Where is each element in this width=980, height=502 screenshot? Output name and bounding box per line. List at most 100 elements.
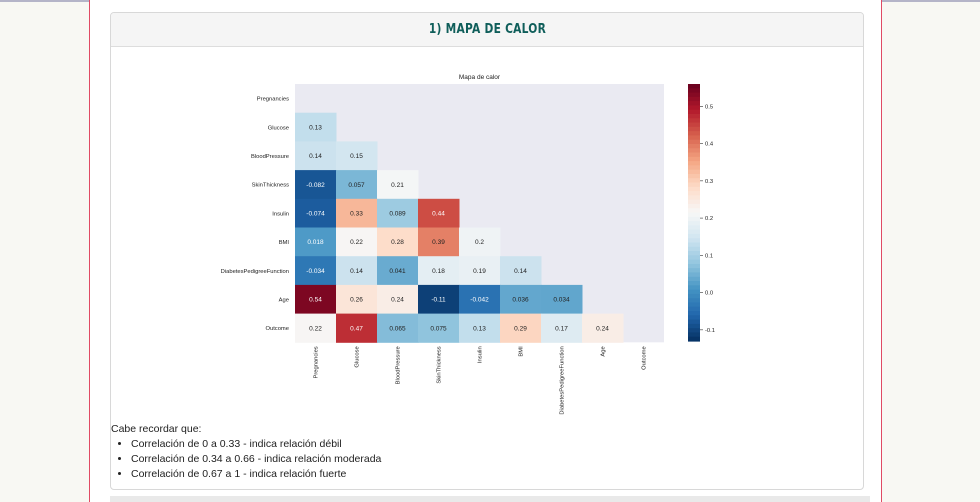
heatmap-cell <box>541 313 583 343</box>
colorbar-segment <box>688 302 700 308</box>
colorbar-segment <box>688 105 700 111</box>
cell-value-label: 0.17 <box>555 325 568 332</box>
x-tick-label: Pregnancies <box>314 346 320 378</box>
y-tick-label: Age <box>279 297 289 303</box>
colorbar-tick-label: -0.1 <box>705 328 715 334</box>
heatmap-cell <box>336 141 378 171</box>
cell-value-label: 0.44 <box>432 210 445 217</box>
colorbar-segment <box>688 199 700 205</box>
colorbar-segment <box>688 293 700 299</box>
cell-value-label: 0.036 <box>512 297 529 304</box>
heatmap-cell <box>541 284 583 315</box>
heatmap-cell <box>418 284 460 315</box>
colorbar-tick-label: 0.2 <box>705 216 713 222</box>
cell-value-label: -0.11 <box>431 297 446 304</box>
chart-title: Mapa de calor <box>459 74 501 81</box>
notes: Cabe recordar que: Correlación de 0 a 0.… <box>111 423 381 483</box>
cell-value-label: 0.15 <box>350 153 363 160</box>
colorbar-segment <box>688 221 700 226</box>
cell-value-label: 0.13 <box>473 325 486 332</box>
colorbar-segment <box>688 238 700 244</box>
colorbar-segment <box>688 225 700 231</box>
heatmap-cell <box>336 198 378 228</box>
cell-value-label: 0.39 <box>432 239 445 246</box>
heatmap-cell <box>295 170 337 200</box>
heatmap-cell <box>418 256 460 286</box>
cell-value-label: 0.22 <box>350 239 363 246</box>
colorbar-segment <box>688 298 700 304</box>
colorbar-segment <box>688 319 700 325</box>
y-tick-label: BloodPressure <box>251 154 289 160</box>
cell-value-label: 0.075 <box>430 325 447 332</box>
heatmap-cell <box>459 284 501 315</box>
colorbar-segment <box>688 246 700 252</box>
cell-value-label: -0.042 <box>470 297 489 304</box>
heatmap-cell <box>295 284 337 315</box>
colorbar-segment <box>688 84 700 89</box>
y-tick-label: Glucose <box>268 125 289 131</box>
colorbar-segment <box>688 328 700 334</box>
colorbar-segment <box>688 156 700 162</box>
colorbar-segment <box>688 323 700 329</box>
cell-value-label: 0.24 <box>596 325 609 332</box>
colorbar-segment <box>688 165 700 171</box>
colorbar-segment <box>688 135 700 141</box>
heatmap-cell <box>377 227 419 257</box>
heatmap-cell <box>336 256 378 286</box>
card-title: 1) MAPA DE CALOR <box>428 22 546 37</box>
page-container: 1) MAPA DE CALOR Mapa de calor 0.13 0.14 0.… <box>89 0 882 502</box>
colorbar-tick-label: 0.0 <box>705 291 713 297</box>
colorbar-segment <box>688 272 700 278</box>
colorbar-segment <box>688 101 700 107</box>
colorbar-segment <box>688 263 700 269</box>
colorbar-segment <box>688 251 700 256</box>
colorbar-segment <box>688 178 700 184</box>
colorbar-segment <box>688 195 700 201</box>
cell-value-label: 0.14 <box>350 268 363 275</box>
heatmap-cell <box>336 170 378 200</box>
colorbar-segment <box>688 336 700 342</box>
colorbar-segment <box>688 311 700 316</box>
heatmap-cell <box>418 313 460 343</box>
x-tick-label: DiabetesPedigreeFunction <box>560 346 566 414</box>
cell-value-label: 0.14 <box>309 153 322 160</box>
heatmap-cell <box>582 313 624 343</box>
colorbar-segment <box>688 122 700 128</box>
colorbar-segment <box>688 169 700 175</box>
colorbar-segment <box>688 276 700 282</box>
y-tick-label: DiabetesPedigreeFunction <box>221 269 289 275</box>
cell-value-label: 0.14 <box>514 268 527 275</box>
colorbar-segment <box>688 259 700 265</box>
heatmap-cell <box>459 313 501 343</box>
cell-value-label: 0.089 <box>389 210 406 217</box>
colorbar-segment <box>688 131 700 136</box>
cell-value-label: 0.29 <box>514 325 527 332</box>
cell-value-label: 0.21 <box>391 182 404 189</box>
colorbar-segment <box>688 92 700 98</box>
colorbar-segment <box>688 186 700 192</box>
colorbar-segment <box>688 191 700 196</box>
x-tick-label: BMI <box>519 346 525 357</box>
y-tick-label: Outcome <box>265 326 289 332</box>
colorbar-segment <box>688 109 700 115</box>
colorbar-segment <box>688 118 700 124</box>
note-item: Correlación de 0.67 a 1 - indica relació… <box>131 468 381 480</box>
colorbar-segment <box>688 332 700 338</box>
x-tick-label: Glucose <box>355 346 361 367</box>
colorbar-segment <box>688 306 700 312</box>
colorbar-segment <box>688 289 700 295</box>
colorbar-tick-label: 0.1 <box>705 253 713 259</box>
heatmap-cell <box>500 313 542 343</box>
heatmap-cell <box>377 313 419 343</box>
colorbar-segment <box>688 152 700 158</box>
cell-value-label: 0.065 <box>389 325 406 332</box>
bottom-bar <box>110 496 870 502</box>
heatmap-cell <box>295 313 337 343</box>
heatmap-cell <box>336 284 378 315</box>
y-tick-label: Insulin <box>272 211 289 217</box>
cell-value-label: -0.082 <box>306 182 325 189</box>
heatmap-cell <box>377 198 419 228</box>
x-tick-label: BloodPressure <box>396 346 402 384</box>
cell-value-label: 0.47 <box>350 325 363 332</box>
cell-value-label: 0.057 <box>348 182 365 189</box>
